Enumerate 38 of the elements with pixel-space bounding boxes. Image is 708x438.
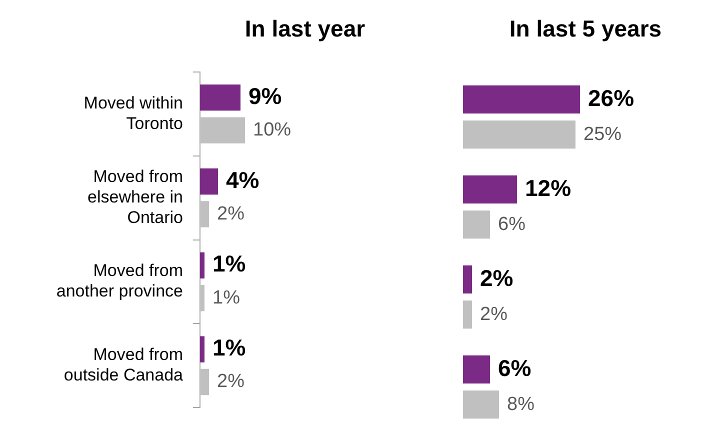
bar	[463, 120, 576, 149]
bar	[463, 265, 472, 294]
bar	[463, 175, 517, 204]
data-label: 6%	[498, 214, 526, 235]
y-tick-label: Moved from elsewhere in Ontario	[88, 167, 183, 227]
data-label: 10%	[253, 120, 292, 141]
bar	[200, 252, 204, 278]
data-label: 9%	[248, 82, 282, 109]
bar	[200, 285, 204, 312]
data-label: 8%	[507, 394, 535, 415]
bar	[200, 336, 204, 362]
data-label: 4%	[226, 166, 260, 193]
data-label: 26%	[588, 84, 634, 111]
text: In last year	[244, 15, 366, 42]
data-label: 1%	[212, 250, 246, 277]
data-label: 1%	[212, 287, 240, 308]
y-tick-label: Moved from outside Canada	[64, 345, 184, 385]
bar	[200, 201, 209, 228]
data-label: 2%	[480, 304, 508, 325]
data-label: 2%	[480, 264, 514, 291]
data-label: 2%	[217, 371, 245, 392]
bar	[463, 355, 490, 384]
data-label: 1%	[212, 334, 246, 361]
bar	[463, 300, 472, 329]
bar	[463, 390, 499, 419]
bar	[200, 168, 218, 195]
y-tick-label: Moved from another province	[56, 261, 183, 301]
bar	[200, 117, 245, 144]
bar	[200, 84, 240, 111]
data-label: 25%	[584, 124, 622, 145]
data-label: 2%	[217, 203, 245, 224]
data-label: 6%	[498, 354, 532, 381]
data-label: 12%	[525, 174, 572, 201]
y-tick-label: Moved within Toronto	[84, 93, 183, 133]
bar	[200, 368, 209, 396]
bar	[463, 210, 490, 239]
chart-title: In last 5 years	[509, 15, 662, 42]
bar	[463, 85, 580, 114]
